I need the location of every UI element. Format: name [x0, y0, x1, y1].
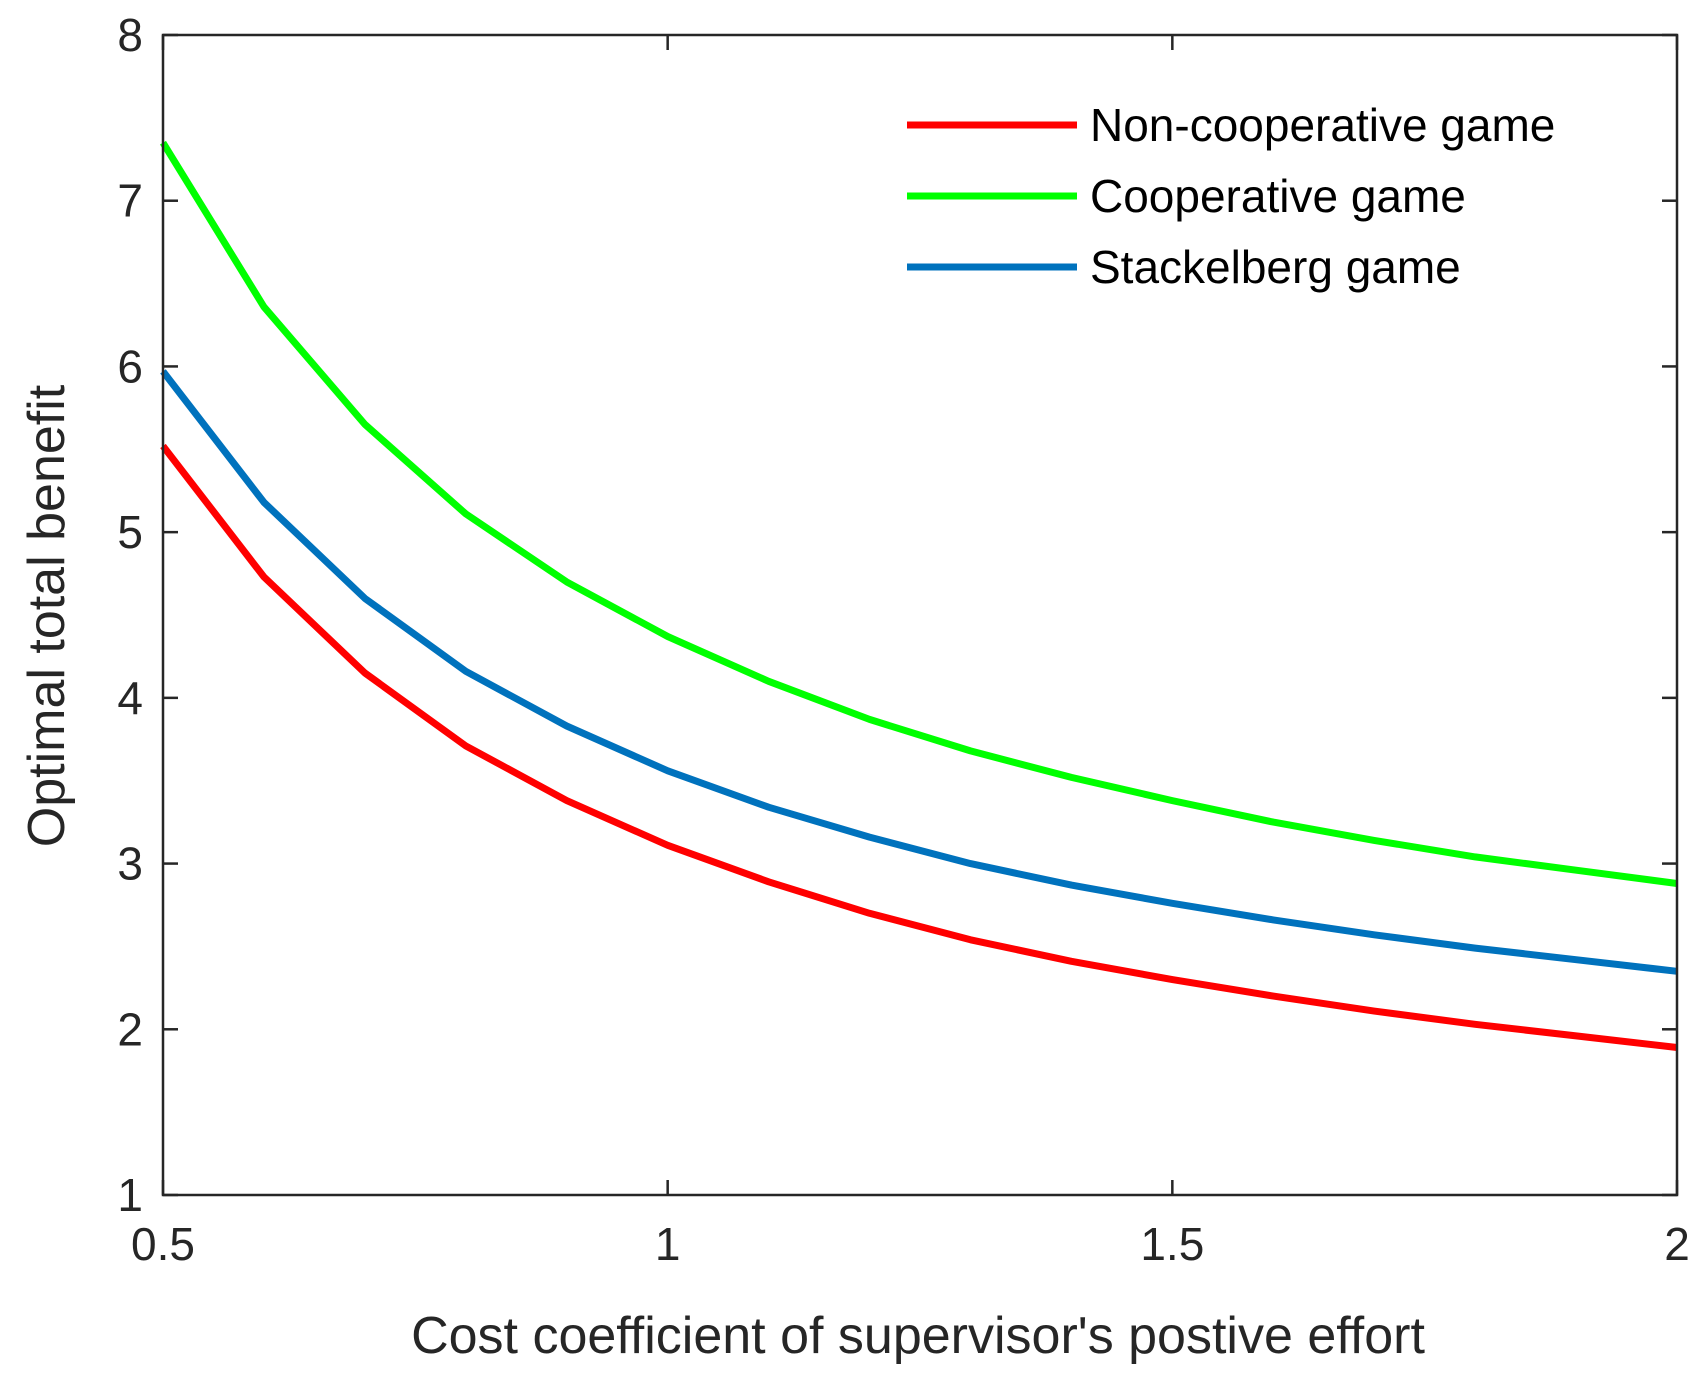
y-tick-label: 5 — [117, 506, 143, 558]
x-tick-label: 1.5 — [1140, 1218, 1204, 1270]
y-tick-label: 4 — [117, 672, 143, 724]
x-axis-label: Cost coefficient of supervisor's postive… — [411, 1307, 1425, 1365]
y-tick-label: 7 — [117, 175, 143, 227]
x-tick-label: 2 — [1664, 1218, 1690, 1270]
y-tick-label: 1 — [117, 1169, 143, 1221]
x-tick-label: 0.5 — [131, 1218, 195, 1270]
legend-item-1: Non-cooperative game — [907, 99, 1555, 151]
series-line-2 — [160, 140, 1678, 887]
y-tick-label: 3 — [117, 838, 143, 890]
y-axis-label: Optimal total benefit — [18, 384, 76, 847]
legend-label: Cooperative game — [1090, 170, 1466, 222]
legend-label: Non-cooperative game — [1090, 99, 1555, 151]
y-tick-label: 6 — [117, 340, 143, 392]
series-layer — [160, 140, 1678, 1051]
x-tick-label: 1 — [655, 1218, 681, 1270]
legend-item-2: Cooperative game — [907, 170, 1466, 222]
series-line-1 — [160, 443, 1678, 1051]
legend-item-3: Stackelberg game — [907, 241, 1461, 293]
y-tick-label: 2 — [117, 1003, 143, 1055]
legend-label: Stackelberg game — [1090, 241, 1461, 293]
axes-layer — [161, 33, 1679, 1197]
y-tick-label: 8 — [117, 9, 143, 61]
axes-box — [161, 33, 1679, 1197]
series-line-3 — [160, 369, 1678, 975]
legend: Non-cooperative game Cooperative game Stac… — [907, 99, 1555, 293]
